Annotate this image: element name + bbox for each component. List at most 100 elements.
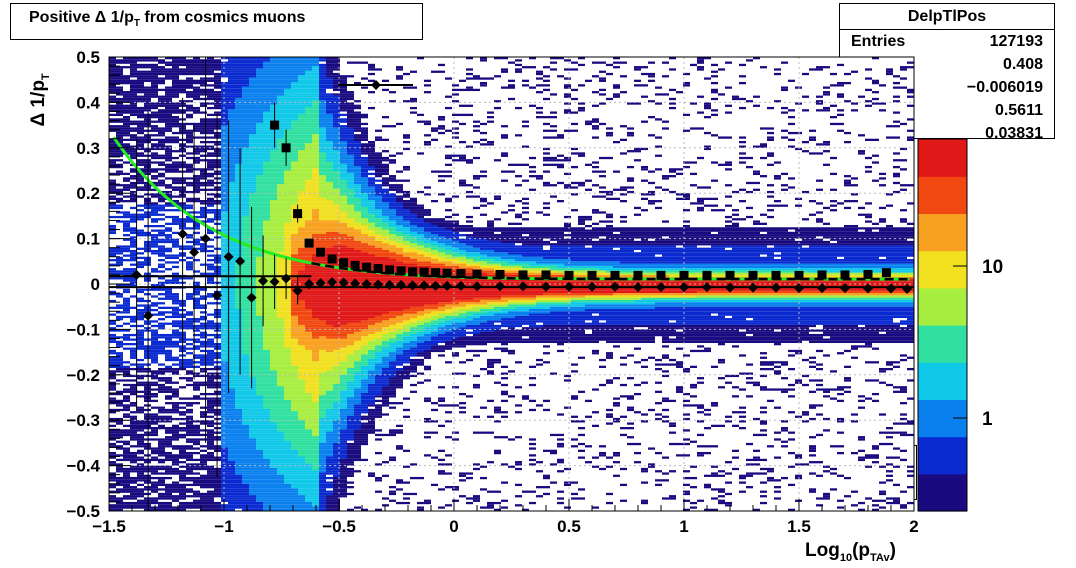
stats-row: Entries 127193	[840, 30, 1054, 53]
heat-cell	[200, 62, 207, 64]
heat-cell	[305, 357, 312, 359]
heat-cell	[158, 175, 165, 177]
heat-cell	[312, 223, 319, 225]
heat-cell	[312, 327, 319, 329]
heat-cell	[249, 184, 256, 186]
heat-cell	[221, 334, 228, 336]
heat-cell	[116, 488, 123, 490]
heat-cell	[249, 205, 256, 207]
heat-cell	[123, 329, 130, 331]
heat-cell	[228, 184, 235, 186]
heat-cell	[130, 168, 137, 170]
heat-cell	[256, 80, 263, 82]
heat-cell	[186, 100, 193, 102]
heat-cell	[109, 259, 116, 261]
heat-cell	[319, 436, 326, 438]
heat-cell	[214, 123, 221, 125]
heat-cell	[284, 388, 291, 390]
heat-cell	[109, 484, 116, 486]
heat-cell	[256, 266, 263, 268]
heat-cell	[312, 116, 319, 118]
heat-cell	[291, 284, 298, 286]
heat-cell	[284, 307, 291, 309]
heat-cell	[249, 200, 256, 202]
heat-cell	[130, 105, 137, 107]
heat-cell	[270, 148, 277, 150]
heat-cell	[305, 259, 312, 261]
heat-cell	[284, 393, 291, 395]
heat-cell	[284, 325, 291, 327]
heat-cell	[116, 361, 123, 363]
x-axis-title-end: )	[890, 540, 896, 561]
heat-cell	[263, 345, 270, 347]
heat-cell	[277, 109, 284, 111]
heat-cell	[228, 195, 235, 197]
heat-cell	[284, 332, 291, 334]
heat-cell	[200, 504, 207, 506]
heat-cell	[319, 311, 326, 313]
heat-cell	[144, 100, 151, 102]
heat-cell	[305, 150, 312, 152]
heat-cell	[144, 354, 151, 356]
heat-cell	[186, 295, 193, 297]
heat-cell	[158, 509, 165, 511]
heat-cell	[242, 127, 249, 129]
stats-value: 0.5611	[995, 99, 1043, 122]
heat-cell	[298, 266, 305, 268]
heat-cell	[221, 343, 228, 345]
heat-cell	[249, 359, 256, 361]
heat-cell	[151, 413, 158, 415]
heat-cell	[116, 205, 123, 207]
heat-cell	[144, 275, 151, 277]
heat-cell	[193, 184, 200, 186]
heat-cell	[256, 416, 263, 418]
heat-cell	[291, 250, 298, 252]
heat-cell	[263, 189, 270, 191]
heat-cell	[130, 102, 137, 104]
heat-cell	[193, 259, 200, 261]
heat-cell	[249, 180, 256, 182]
heat-cell	[200, 286, 207, 288]
heat-cell	[263, 227, 270, 229]
heat-cell	[312, 243, 319, 245]
heat-cell	[228, 502, 235, 504]
heat-cell	[256, 309, 263, 311]
heat-cell	[214, 275, 221, 277]
heat-cell	[284, 379, 291, 381]
heat-cell	[165, 286, 172, 288]
heat-cell	[305, 382, 312, 384]
heat-cell	[305, 289, 312, 291]
heat-cell	[221, 279, 228, 281]
heat-cell	[270, 422, 277, 424]
heat-cell	[235, 320, 242, 322]
heat-cell	[312, 107, 319, 109]
heat-cell	[256, 441, 263, 443]
heat-cell	[298, 186, 305, 188]
heat-cell	[284, 334, 291, 336]
heat-cell	[291, 422, 298, 424]
heat-cell	[256, 189, 263, 191]
heat-cell	[256, 148, 263, 150]
heat-cell	[277, 205, 284, 207]
heat-cell	[291, 395, 298, 397]
heat-cell	[242, 214, 249, 216]
heat-cell	[179, 509, 186, 511]
heat-cell	[109, 420, 116, 422]
heat-cell	[228, 236, 235, 238]
heat-cell	[193, 148, 200, 150]
heat-cell	[172, 59, 179, 61]
heat-cell	[214, 270, 221, 272]
heat-cell	[249, 182, 256, 184]
heat-cell	[144, 205, 151, 207]
heat-cell	[221, 125, 228, 127]
heat-cell	[228, 404, 235, 406]
heat-cell	[249, 418, 256, 420]
heat-cell	[291, 441, 298, 443]
heat-cell	[172, 370, 179, 372]
heat-cell	[312, 152, 319, 154]
heat-cell	[207, 96, 214, 98]
heat-cell	[256, 302, 263, 304]
heat-cell	[284, 348, 291, 350]
heat-cell	[256, 136, 263, 138]
heat-cell	[207, 132, 214, 134]
